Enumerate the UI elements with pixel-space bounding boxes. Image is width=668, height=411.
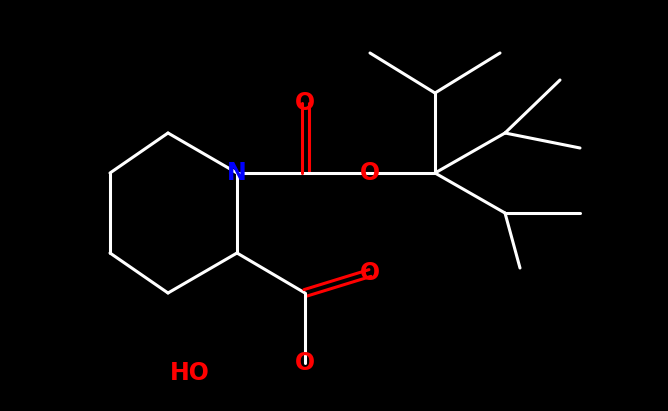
Text: O: O xyxy=(360,261,380,285)
Text: HO: HO xyxy=(170,361,210,385)
Text: O: O xyxy=(295,91,315,115)
Text: O: O xyxy=(295,351,315,375)
Text: O: O xyxy=(360,161,380,185)
Text: N: N xyxy=(227,161,247,185)
